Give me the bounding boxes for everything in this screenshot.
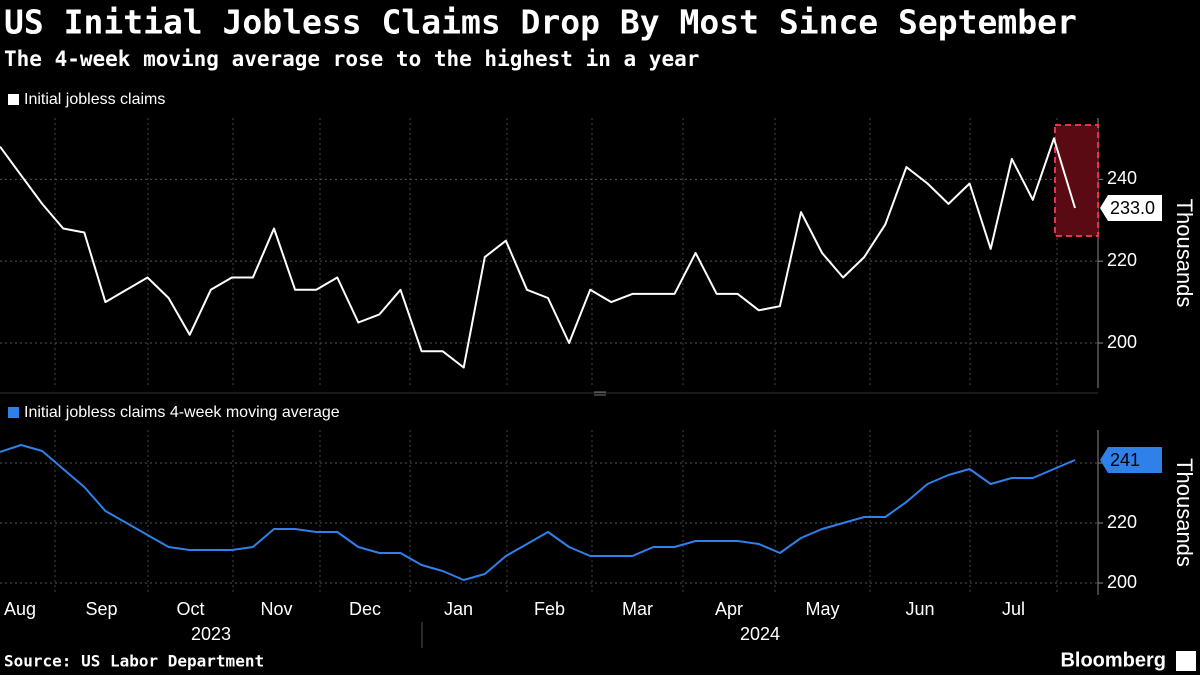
chart-title: US Initial Jobless Claims Drop By Most S… xyxy=(4,3,1077,42)
line xyxy=(0,137,1076,369)
y-tick-label: 240 xyxy=(1107,168,1137,188)
value-label: 241 xyxy=(1110,450,1140,470)
legend-label: Initial jobless claims 4-week moving ave… xyxy=(24,404,340,421)
x-tick-label: May xyxy=(805,599,839,619)
line xyxy=(0,444,1076,581)
y-axis-label: Thousands xyxy=(1172,458,1197,567)
brand-icon xyxy=(1176,651,1196,671)
y-axis-label: Thousands xyxy=(1172,199,1197,308)
x-tick-label: Aug xyxy=(4,599,36,619)
x-tick-label: Jul xyxy=(1002,599,1025,619)
value-label: 233.0 xyxy=(1110,198,1155,218)
highlight-box xyxy=(1054,124,1099,237)
legend-swatch xyxy=(8,94,19,105)
y-tick-label: 220 xyxy=(1107,512,1137,532)
legend-swatch xyxy=(8,407,19,418)
x-tick-label: Apr xyxy=(715,599,743,619)
y-tick-label: 200 xyxy=(1107,332,1137,352)
x-year-label: 2024 xyxy=(740,624,780,644)
x-tick-label: Feb xyxy=(534,599,565,619)
y-tick-label: 220 xyxy=(1107,250,1137,270)
x-tick-label: Sep xyxy=(85,599,117,619)
value-label-box xyxy=(1100,195,1162,221)
x-tick-label: Dec xyxy=(349,599,381,619)
x-tick-label: Jan xyxy=(444,599,473,619)
x-tick-label: Jun xyxy=(905,599,934,619)
x-tick-label: Mar xyxy=(622,599,653,619)
chart-subtitle: The 4-week moving average rose to the hi… xyxy=(4,47,699,71)
source: Source: US Labor Department xyxy=(4,652,264,671)
value-label-box xyxy=(1100,447,1162,473)
brand: Bloomberg xyxy=(1060,649,1166,671)
x-tick-label: Oct xyxy=(176,599,204,619)
x-year-label: 2023 xyxy=(191,624,231,644)
y-tick-label: 200 xyxy=(1107,572,1137,592)
x-tick-label: Nov xyxy=(260,599,292,619)
legend-label: Initial jobless claims xyxy=(24,91,165,108)
